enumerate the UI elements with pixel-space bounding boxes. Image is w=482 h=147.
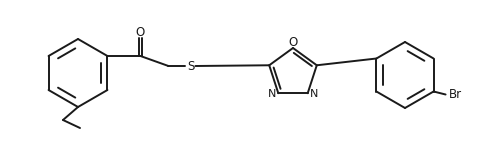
Text: N: N — [268, 89, 277, 99]
Text: N: N — [309, 89, 318, 99]
Text: S: S — [187, 60, 194, 72]
Text: Br: Br — [449, 88, 462, 101]
Text: O: O — [136, 25, 145, 39]
Text: O: O — [288, 35, 297, 49]
